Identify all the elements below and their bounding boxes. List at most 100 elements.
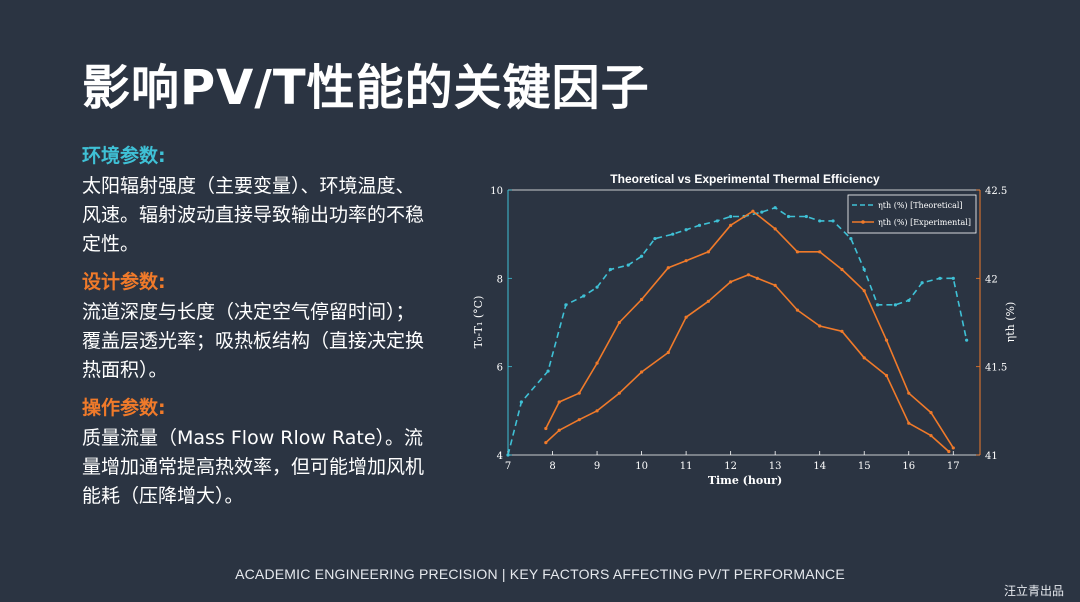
data-point-series-2 (884, 373, 889, 378)
data-point-series-3 (751, 209, 755, 213)
data-point-series-1 (951, 276, 955, 280)
x-tick-label: 17 (947, 461, 960, 472)
section-heading-operation: 操作参数: (82, 397, 166, 419)
data-point-series-2 (773, 283, 777, 287)
x-tick-label: 16 (902, 461, 915, 472)
data-point-series-1 (773, 206, 777, 210)
data-point-series-2 (544, 441, 548, 445)
section-heading-environment: 环境参数: (82, 145, 166, 167)
x-axis-label: Time (hour) (708, 474, 782, 487)
x-tick-label: 12 (724, 461, 737, 472)
data-point-series-3 (595, 361, 599, 365)
data-point-series-2 (577, 418, 581, 422)
data-point-series-1 (639, 254, 644, 258)
y-tick-label-left: 8 (497, 274, 503, 285)
series-line-2 (545, 273, 950, 453)
data-point-series-2 (729, 280, 733, 284)
data-point-series-3 (862, 289, 866, 293)
data-point-series-2 (684, 315, 688, 319)
y-tick-label-right: 41 (985, 451, 998, 462)
data-point-series-3 (557, 400, 561, 404)
y-tick-label-right: 42 (985, 274, 998, 285)
data-point-series-2 (907, 421, 911, 425)
data-point-series-1 (684, 228, 688, 232)
data-point-series-2 (706, 299, 710, 303)
data-point-series-1 (875, 303, 880, 307)
section-operation: 操作参数: 质量流量（Mass Flow Rlow Rate）。流量增加通常提高… (82, 395, 427, 511)
data-point-series-1 (831, 219, 835, 223)
data-point-series-1 (849, 236, 853, 241)
data-point-series-1 (506, 453, 510, 457)
data-point-series-2 (617, 391, 621, 395)
data-point-series-3 (666, 266, 670, 270)
data-point-series-1 (920, 281, 924, 285)
section-design: 设计参数: 流道深度与长度（决定空气停留时间）；覆盖层透光率；吸热板结构（直接决… (82, 269, 427, 385)
data-point-series-1 (519, 400, 523, 404)
data-point-series-3 (617, 320, 621, 325)
x-tick-label: 9 (594, 461, 600, 472)
data-point-series-2 (557, 428, 561, 432)
y-axis-label-right: ηth (%) (1004, 302, 1017, 343)
data-point-series-1 (938, 276, 942, 280)
legend: ηth (%) [Theoretical] ηth (%) [Experimen… (847, 194, 977, 234)
y-tick-label-right: 41.5 (985, 363, 1007, 374)
data-point-series-1 (626, 263, 630, 267)
data-point-series-2 (947, 449, 951, 454)
data-point-series-1 (907, 298, 911, 303)
section-heading-design: 设计参数: (82, 271, 166, 293)
y-tick-label-right: 42.5 (985, 186, 1007, 197)
data-point-series-2 (746, 273, 751, 277)
data-point-series-3 (639, 297, 644, 302)
data-point-series-1 (546, 369, 550, 373)
x-tick-label: 15 (858, 461, 871, 472)
data-point-series-3 (907, 391, 911, 395)
data-point-series-2 (862, 356, 866, 360)
x-tick-label: 11 (680, 461, 693, 472)
data-point-series-1 (564, 303, 568, 307)
x-tick-label: 13 (769, 461, 782, 472)
data-point-series-1 (804, 214, 808, 219)
data-point-series-3 (729, 223, 733, 227)
section-body-environment: 太阳辐射强度（主要变量）、环境温度、风速。辐射波动直接导致输出功率的不稳定性。 (82, 175, 425, 255)
data-point-series-2 (818, 324, 822, 328)
data-point-series-3 (706, 250, 710, 254)
data-point-series-2 (666, 350, 670, 355)
data-point-series-3 (773, 227, 777, 231)
data-point-series-1 (608, 267, 613, 272)
x-tick-label: 7 (505, 461, 511, 472)
data-point-series-1 (786, 214, 791, 219)
data-point-series-1 (653, 236, 657, 241)
data-point-series-3 (795, 250, 800, 254)
y-tick-label-left: 4 (497, 451, 503, 462)
legend-label-theoretical: ηth (%) [Theoretical] (878, 201, 963, 210)
footer-caption: ACADEMIC ENGINEERING PRECISION | KEY FAC… (235, 566, 845, 582)
data-point-series-1 (697, 223, 702, 227)
y-tick-label-left: 6 (497, 363, 503, 374)
x-tick-label: 10 (635, 461, 648, 472)
chart-title: Theoretical vs Experimental Thermal Effi… (610, 172, 880, 186)
data-point-series-3 (577, 391, 581, 395)
data-point-series-2 (795, 308, 800, 312)
data-point-series-1 (715, 219, 719, 223)
data-point-series-3 (544, 426, 548, 431)
series-line-3 (545, 210, 954, 449)
brand-credit: 汪立青出品 (1003, 584, 1064, 598)
data-point-series-1 (595, 285, 599, 289)
data-point-series-2 (595, 409, 599, 413)
x-tick-label: 14 (813, 461, 826, 472)
data-point-series-2 (840, 329, 844, 333)
slide-title: 影响PV/T性能的关键因子 (82, 60, 650, 116)
data-point-series-1 (760, 210, 764, 214)
data-point-series-1 (893, 303, 897, 307)
data-point-series-2 (929, 433, 933, 438)
data-point-series-1 (965, 338, 969, 342)
legend-marker-experimental (861, 220, 865, 224)
data-point-series-3 (884, 338, 889, 342)
x-tick-label: 8 (549, 461, 555, 472)
data-point-series-2 (755, 276, 759, 280)
data-point-series-3 (818, 250, 822, 254)
data-point-series-3 (929, 411, 933, 415)
section-environment: 环境参数: 太阳辐射强度（主要变量）、环境温度、风速。辐射波动直接导致输出功率的… (82, 143, 427, 259)
y-tick-label-left: 10 (490, 186, 503, 197)
